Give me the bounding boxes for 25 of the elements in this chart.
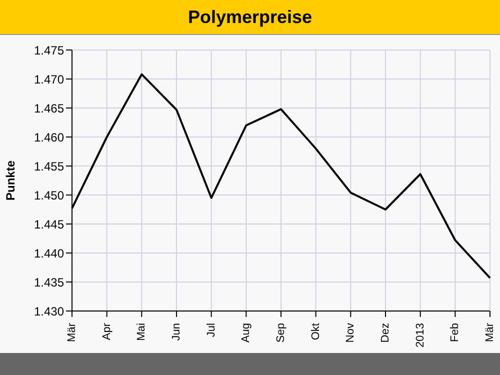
x-tick-label: 2013 bbox=[414, 323, 426, 348]
y-tick-label: 1.450 bbox=[34, 188, 64, 202]
x-tick-label: Jul bbox=[205, 323, 218, 338]
x-tick-label: Mär bbox=[484, 322, 496, 342]
x-tick-label: Nov bbox=[344, 322, 357, 343]
x-tick-label: Mai bbox=[136, 323, 148, 341]
x-tick-label: Sep bbox=[275, 323, 287, 343]
y-tick-label: 1.435 bbox=[34, 275, 64, 290]
y-tick-label: 1.460 bbox=[34, 130, 64, 144]
x-tick-label: Aug bbox=[240, 323, 252, 343]
y-tick-label: 1.470 bbox=[34, 72, 64, 86]
y-tick-label: 1.455 bbox=[34, 159, 64, 174]
y-tick-label: 1.430 bbox=[34, 304, 64, 318]
y-tick-label: 1.465 bbox=[34, 101, 64, 116]
x-tick-label: Apr bbox=[100, 322, 113, 340]
x-tick-label: Mär bbox=[66, 322, 78, 342]
y-axis-title: Punkte bbox=[3, 160, 18, 201]
x-tick-label: Okt bbox=[310, 323, 322, 340]
y-tick-label: 1.445 bbox=[34, 217, 64, 232]
x-tick-label: Jun bbox=[170, 323, 182, 341]
chart-title: Polymerpreise bbox=[0, 0, 500, 35]
y-tick-label: 1.440 bbox=[34, 246, 64, 260]
y-tick-label: 1.475 bbox=[34, 43, 64, 58]
x-tick-label: Feb bbox=[449, 323, 462, 342]
x-tick-label: Dez bbox=[380, 323, 392, 343]
